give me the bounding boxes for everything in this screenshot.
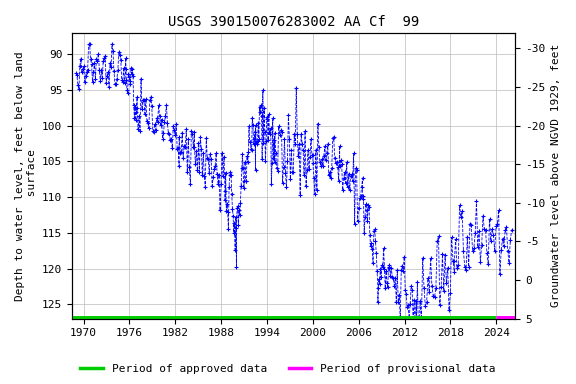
Y-axis label: Groundwater level above NGVD 1929, feet: Groundwater level above NGVD 1929, feet xyxy=(551,44,561,307)
Title: USGS 390150076283002 AA Cf  99: USGS 390150076283002 AA Cf 99 xyxy=(168,15,419,29)
Y-axis label: Depth to water level, feet below land
 surface: Depth to water level, feet below land su… xyxy=(15,51,37,301)
Legend: Period of approved data, Period of provisional data: Period of approved data, Period of provi… xyxy=(76,359,500,379)
